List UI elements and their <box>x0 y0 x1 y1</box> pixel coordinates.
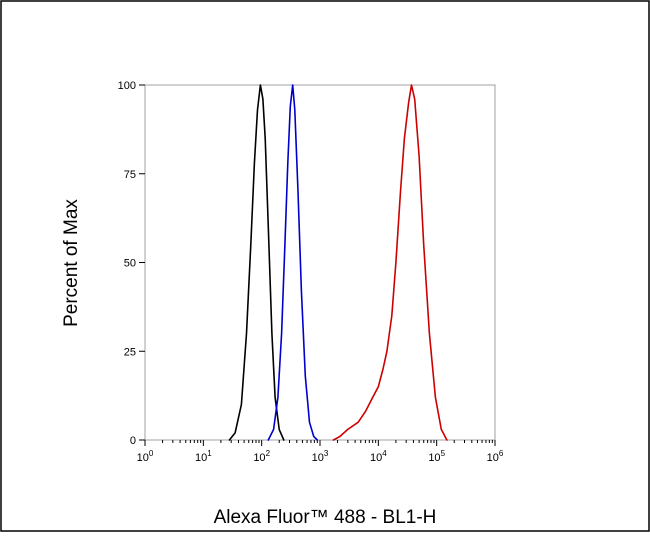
series-line-1 <box>267 84 319 441</box>
y-tick-label: 50 <box>124 258 136 270</box>
x-axis-ticks: 100 101 102 103 104 105 106 <box>137 440 504 464</box>
x-axis-title: Alexa Fluor™ 488 - BL1-H <box>214 507 437 528</box>
x-tick-label: 102 <box>253 449 270 464</box>
x-tick-label: 106 <box>487 449 504 464</box>
x-tick-label: 104 <box>370 449 387 464</box>
series-line-2 <box>332 84 448 441</box>
x-tick-label: 105 <box>428 449 445 464</box>
series-layer <box>228 84 448 441</box>
y-axis-title: Percent of Max <box>61 199 82 327</box>
x-tick-label: 103 <box>312 449 329 464</box>
y-tick-label: 100 <box>118 80 136 92</box>
series-line-0 <box>228 84 285 441</box>
y-tick-label: 25 <box>124 346 136 358</box>
y-tick-label: 0 <box>130 435 136 447</box>
y-axis-ticks: 0 25 50 75 100 <box>118 80 145 447</box>
x-tick-label: 101 <box>195 449 212 464</box>
x-tick-label: 100 <box>137 449 154 464</box>
y-tick-label: 75 <box>124 169 136 181</box>
